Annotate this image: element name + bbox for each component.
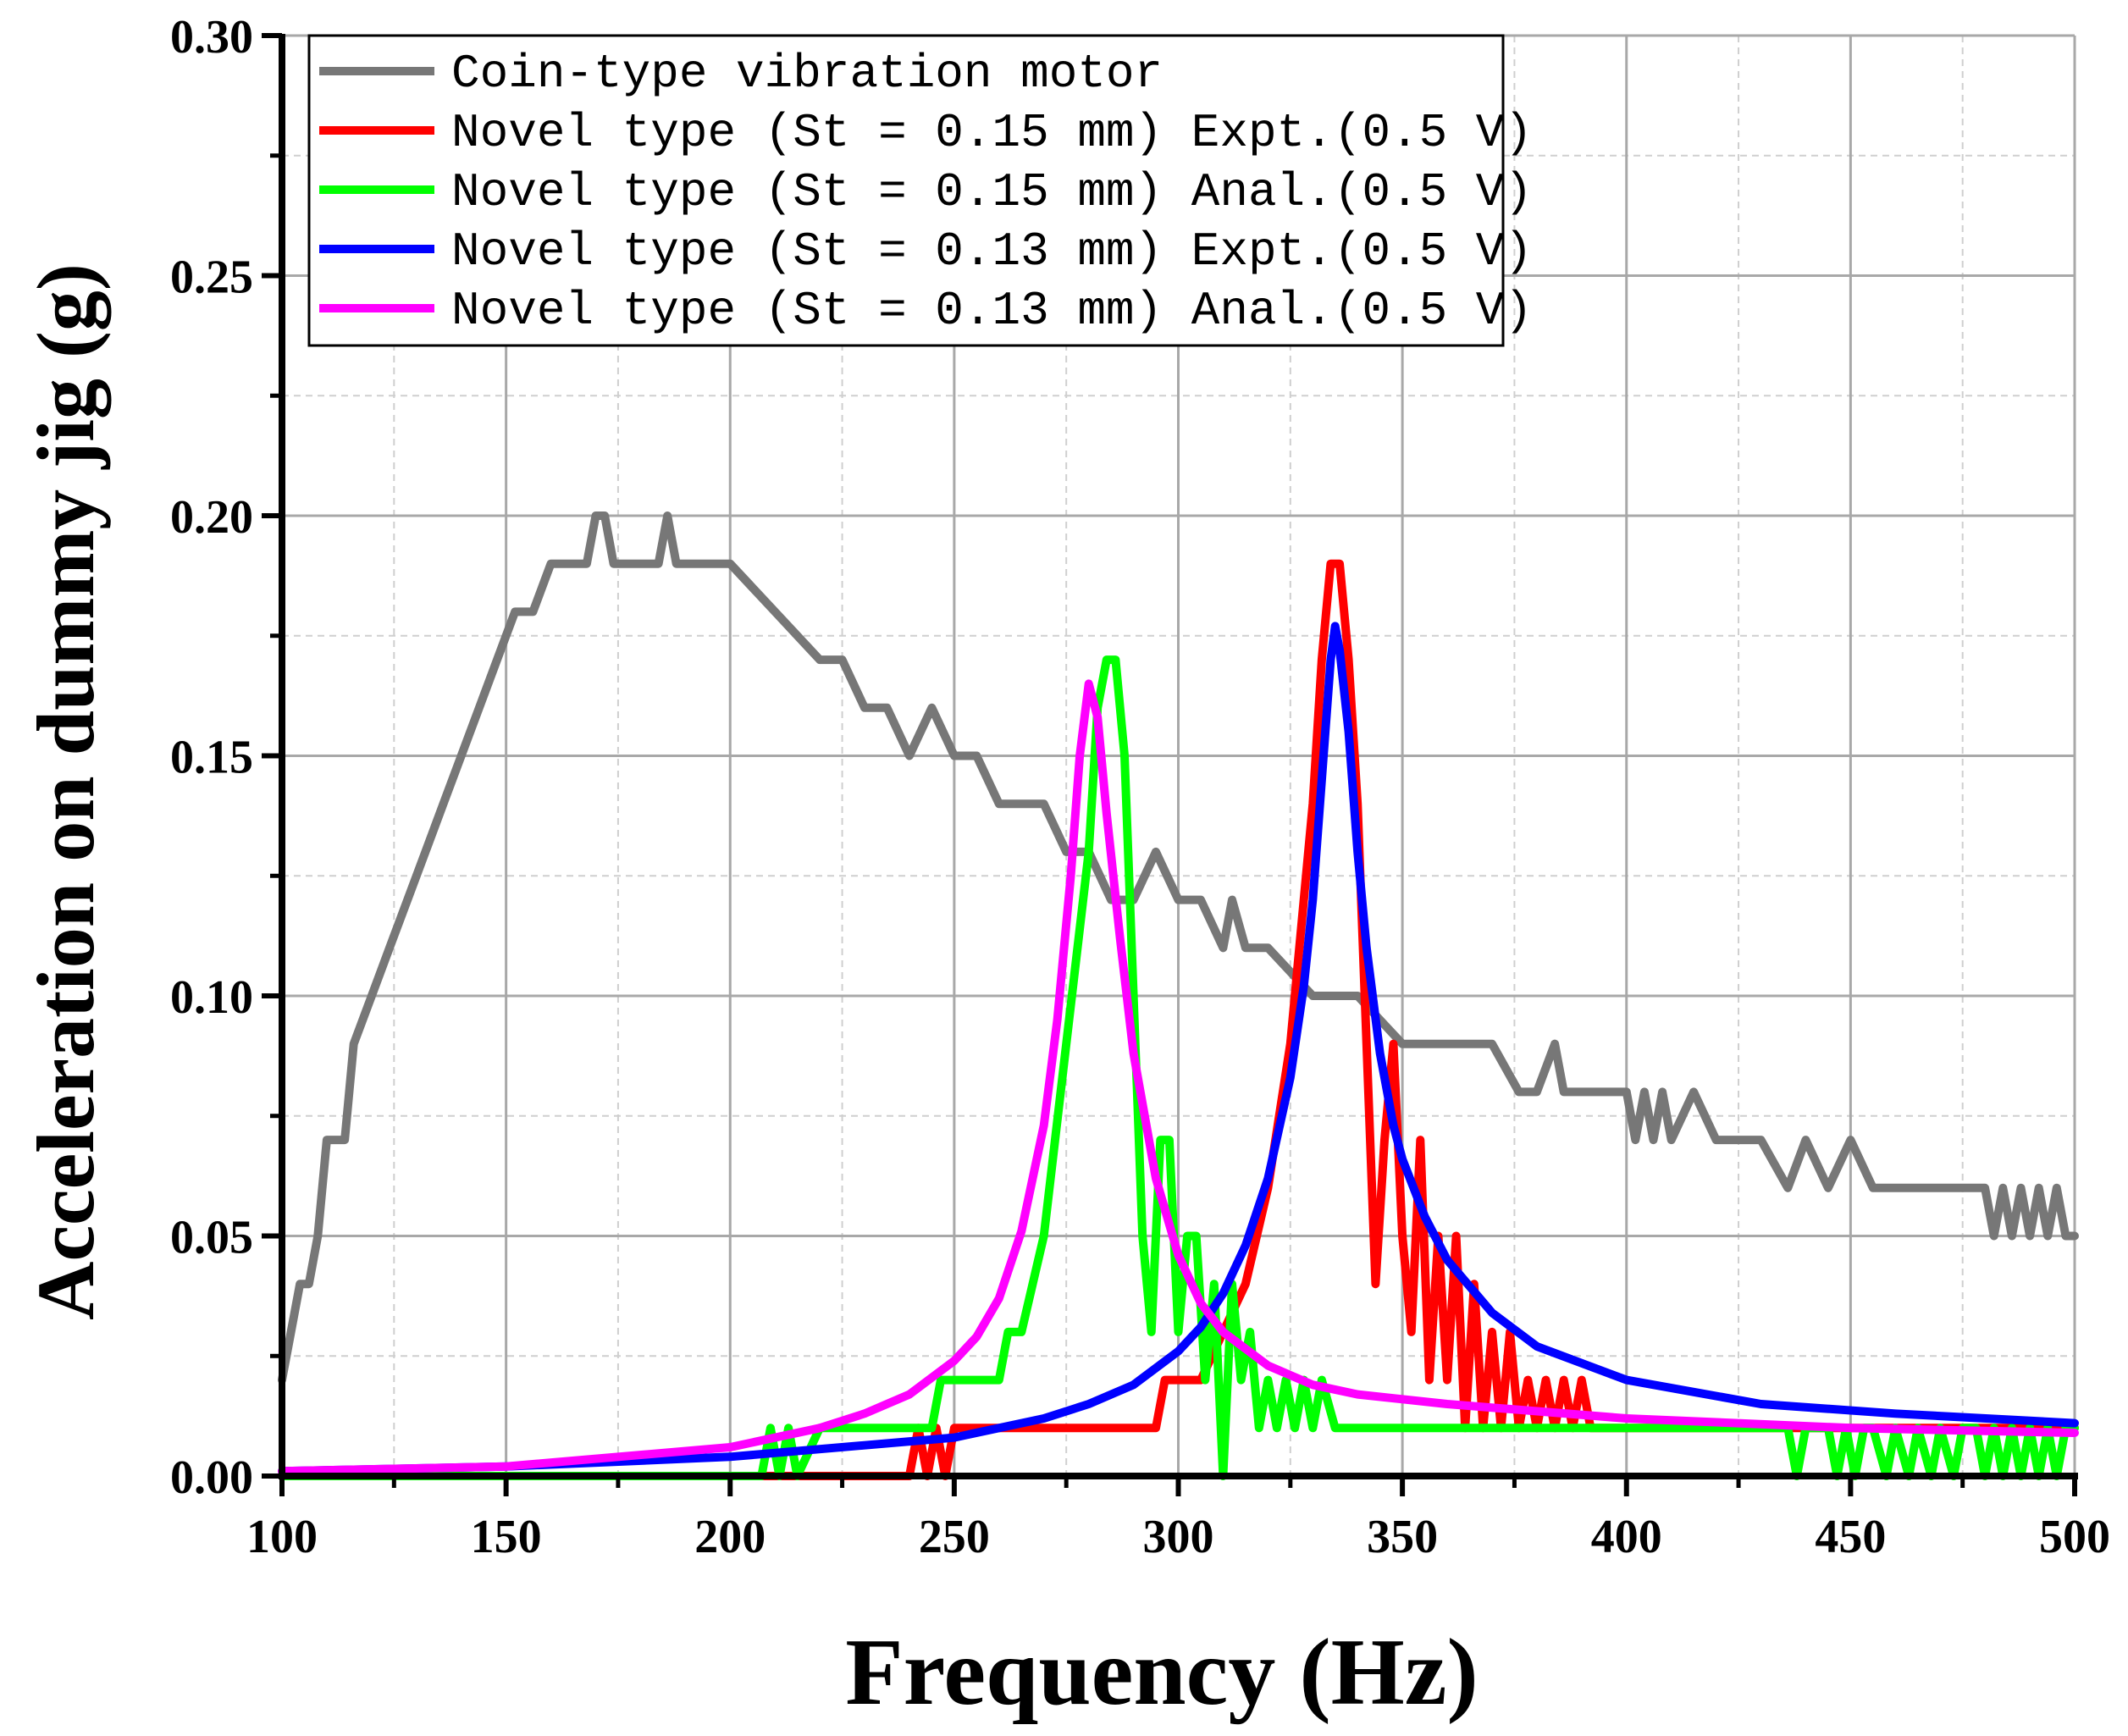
series-line-novel-type-st-0-13-mm-anal-0-5-v bbox=[278, 679, 2079, 1476]
legend-label: Novel type (St = 0.13 mm) Anal.(0.5 V) bbox=[451, 284, 1533, 338]
x-tick-label: 450 bbox=[1815, 1511, 1886, 1563]
series-line-novel-type-st-0-13-mm-expt-0-5-v bbox=[278, 622, 2079, 1476]
legend-label: Novel type (St = 0.15 mm) Expt.(0.5 V) bbox=[451, 106, 1533, 160]
legend-label: Novel type (St = 0.13 mm) Expt.(0.5 V) bbox=[451, 224, 1533, 279]
x-tick-label: 100 bbox=[246, 1511, 318, 1563]
legend-label: Coin-type vibration motor bbox=[451, 47, 1163, 101]
y-axis-title: Acceleration on dummy jig (g) bbox=[20, 263, 111, 1320]
x-tick-label: 500 bbox=[2039, 1511, 2110, 1563]
y-tick-label: 0.10 bbox=[170, 971, 253, 1024]
y-tick-label: 0.05 bbox=[170, 1212, 253, 1264]
x-tick-label: 250 bbox=[919, 1511, 990, 1563]
tick-labels: 100 150 200 250 300 350 400 450 500 0.00 0.05 0.10 0… bbox=[170, 11, 2110, 1563]
x-axis-title: Frequency (Hz) bbox=[845, 1620, 1479, 1725]
x-tick-label: 400 bbox=[1591, 1511, 1662, 1563]
y-tick-label: 0.00 bbox=[170, 1451, 253, 1504]
legend-box bbox=[307, 34, 1505, 347]
y-tick-label: 0.25 bbox=[170, 252, 253, 304]
legend-label: Novel type (St = 0.15 mm) Anal.(0.5 V) bbox=[451, 165, 1533, 219]
x-tick-label: 300 bbox=[1143, 1511, 1214, 1563]
y-tick-label: 0.15 bbox=[170, 732, 253, 784]
series-layer bbox=[278, 511, 2079, 1480]
axes bbox=[262, 33, 2078, 1496]
x-tick-label: 200 bbox=[694, 1511, 766, 1563]
y-tick-label: 0.30 bbox=[170, 11, 253, 64]
series-line-novel-type-st-0-15-mm-anal-0-5-v bbox=[278, 655, 2079, 1480]
x-tick-label: 350 bbox=[1367, 1511, 1438, 1563]
x-tick-label: 150 bbox=[471, 1511, 542, 1563]
y-tick-label: 0.20 bbox=[170, 491, 253, 544]
